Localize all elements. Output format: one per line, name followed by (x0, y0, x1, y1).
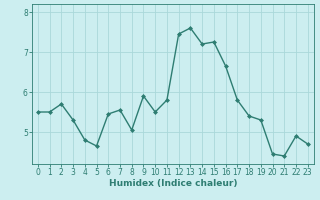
X-axis label: Humidex (Indice chaleur): Humidex (Indice chaleur) (108, 179, 237, 188)
